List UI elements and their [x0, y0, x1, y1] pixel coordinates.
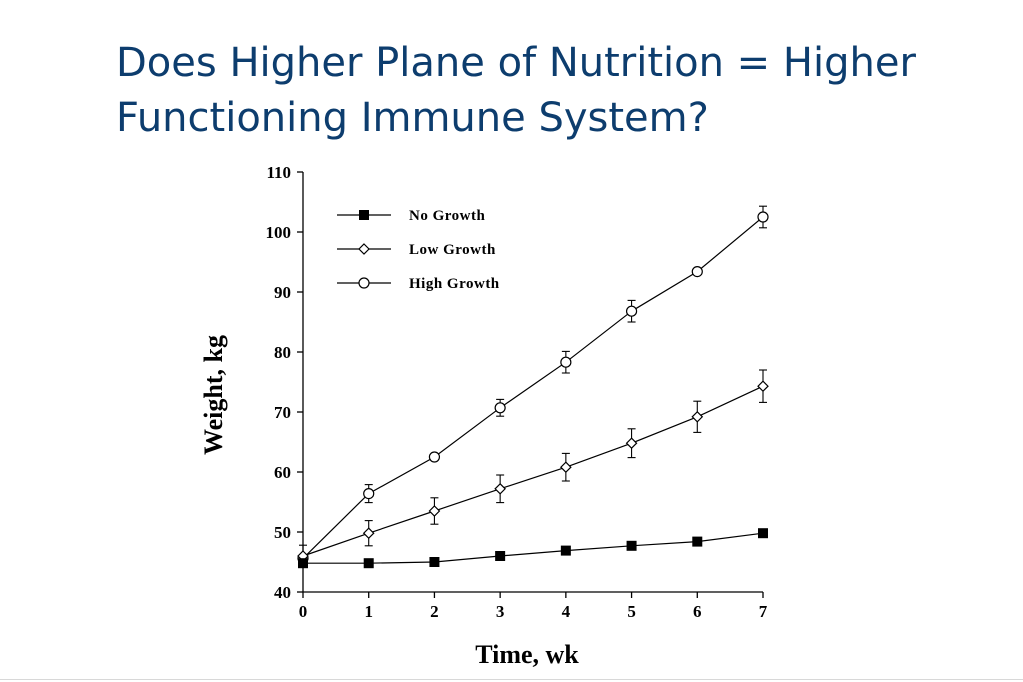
legend-item: No Growth [337, 208, 485, 224]
x-tick-label: 5 [627, 602, 636, 621]
series-line [303, 532, 764, 564]
data-point [362, 527, 375, 540]
legend-item: High Growth [337, 276, 500, 292]
slide-title: Does Higher Plane of Nutrition = Higher … [116, 40, 916, 141]
x-tick-label: 1 [364, 602, 373, 621]
legend-marker [359, 210, 369, 220]
legend-marker [358, 243, 370, 255]
legend-label: No Growth [409, 208, 485, 224]
axes: 40 50 60 70 80 90 100 110 0 1 2 3 4 5 6 7 [266, 163, 768, 621]
data-point [560, 545, 571, 556]
data-point [560, 461, 572, 474]
data-point [625, 437, 638, 450]
data-point [363, 488, 375, 500]
data-point [494, 402, 506, 414]
y-tick-label: 50 [274, 523, 291, 542]
legend-label: Low Growth [409, 242, 496, 258]
y-tick-label: 100 [266, 223, 292, 242]
data-point [428, 505, 441, 517]
y-axis-title: Weight, kg [199, 335, 228, 455]
data-point [757, 380, 769, 393]
data-point [495, 551, 506, 561]
series-layer [297, 205, 769, 569]
x-tick-label: 4 [562, 602, 571, 621]
data-point [298, 558, 308, 569]
data-point [560, 356, 572, 368]
series-no-growth [298, 528, 768, 569]
y-tick-label: 60 [274, 463, 291, 482]
y-tick-label: 110 [266, 163, 291, 182]
data-point [691, 410, 704, 423]
legend-label: High Growth [409, 276, 500, 292]
y-tick-label: 70 [274, 403, 291, 422]
x-tick-label: 7 [759, 602, 768, 621]
series-low-growth [297, 369, 769, 568]
x-tick-label: 3 [496, 602, 505, 621]
legend: No Growth Low Growth High Growth [337, 208, 500, 292]
series-high-growth [297, 205, 769, 565]
data-point [494, 482, 506, 495]
data-point [691, 266, 703, 278]
x-axis-title: Time, wk [475, 640, 579, 669]
data-point [429, 557, 440, 567]
y-tick-label: 90 [274, 283, 291, 302]
legend-marker [358, 277, 370, 289]
data-point [625, 305, 638, 317]
x-tick-label: 6 [693, 602, 702, 621]
data-point [626, 540, 637, 551]
data-point [363, 558, 374, 569]
x-tick-label: 2 [430, 602, 439, 621]
series-line [302, 216, 764, 559]
data-point [757, 211, 769, 223]
x-tick-label: 0 [299, 602, 308, 621]
series-line [302, 385, 764, 557]
legend-item: Low Growth [337, 242, 496, 258]
y-tick-label: 80 [274, 343, 291, 362]
data-point [692, 536, 703, 547]
footer-rule [0, 679, 1023, 680]
data-point [758, 528, 768, 539]
data-point [428, 451, 441, 463]
y-tick-label: 40 [274, 583, 291, 602]
